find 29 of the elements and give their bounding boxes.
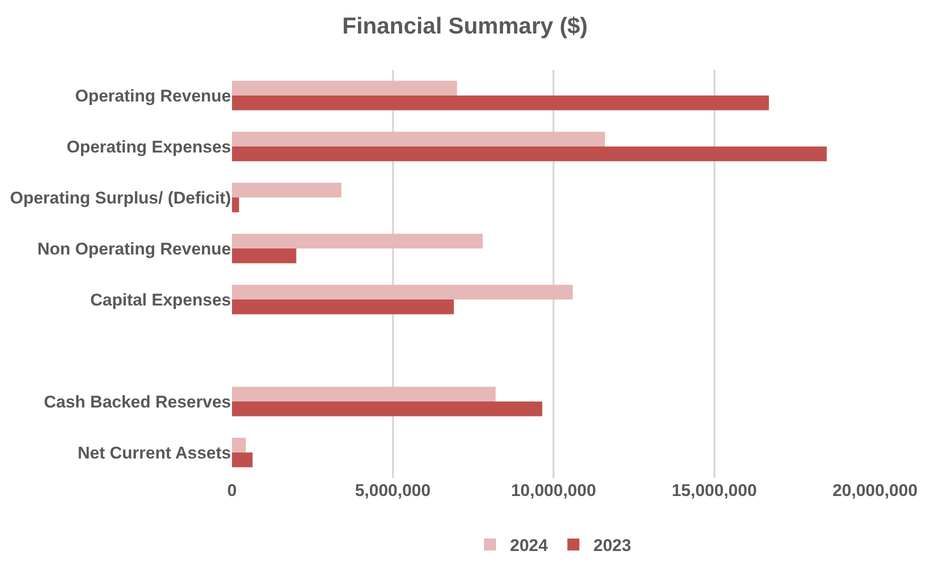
y-tick-label: Net Current Assets [78, 443, 231, 462]
chart-title: Financial Summary ($) [342, 12, 588, 38]
y-tick-label: Operating Surplus/ (Deficit) [10, 188, 231, 208]
y-tick-label: Cash Backed Reserves [44, 392, 231, 412]
bar [232, 96, 769, 110]
x-tick-label: 5,000,000 [354, 481, 431, 500]
y-tick-label: Capital Expenses [90, 290, 231, 310]
bar [232, 402, 542, 416]
x-tick-label: 10,000,000 [510, 481, 596, 500]
bar [232, 452, 253, 468]
bar [232, 248, 296, 264]
bar [232, 386, 496, 402]
bar [232, 284, 573, 300]
legend-label: 2023 [593, 536, 632, 556]
bar [232, 198, 240, 212]
bar [232, 80, 458, 96]
y-tick-label: Operating Revenue [75, 86, 231, 106]
bar [232, 146, 827, 162]
bar [232, 182, 342, 198]
x-tick-label: 0 [227, 481, 237, 500]
legend-label: 2024 [510, 536, 548, 556]
bar [232, 132, 605, 146]
y-tick-label: Operating Expenses [66, 137, 231, 156]
bar [232, 234, 483, 248]
x-tick-label: 20,000,000 [832, 481, 918, 500]
x-tick-label: 15,000,000 [672, 481, 757, 500]
y-tick-label: Non Operating Revenue [37, 239, 231, 258]
bar [232, 300, 454, 314]
bar [232, 438, 246, 452]
